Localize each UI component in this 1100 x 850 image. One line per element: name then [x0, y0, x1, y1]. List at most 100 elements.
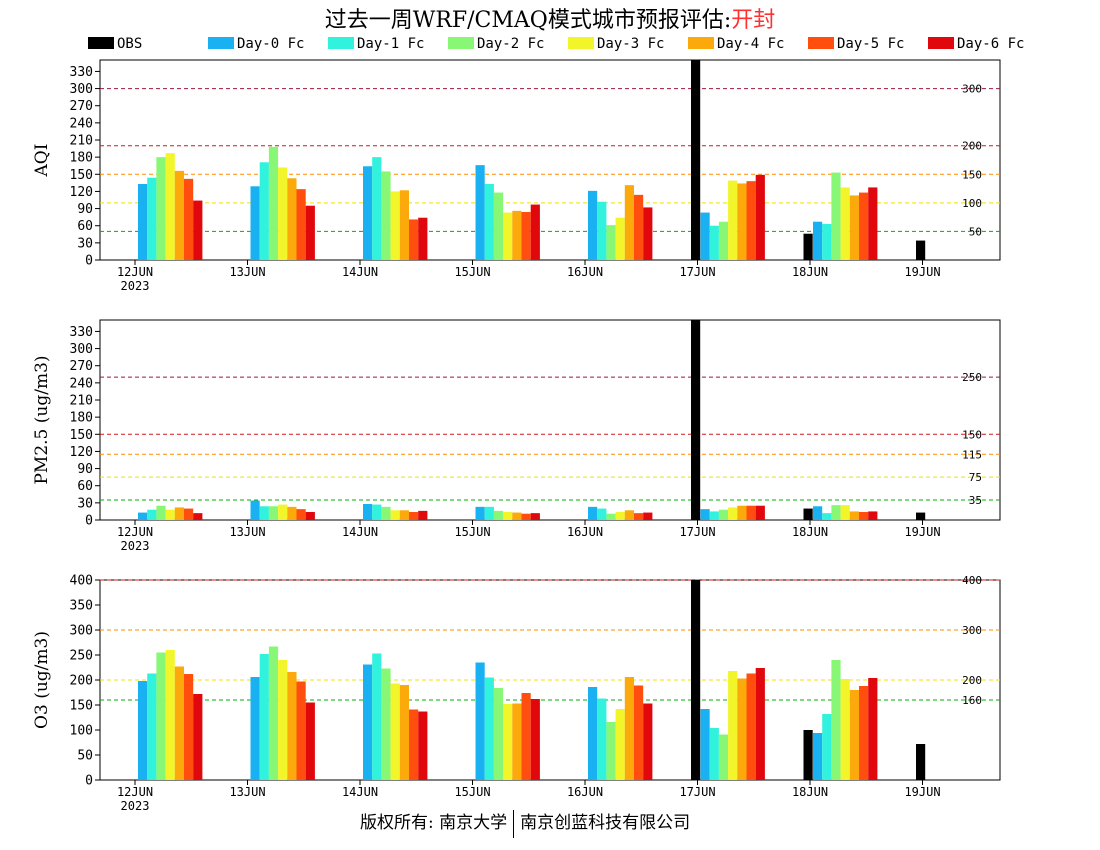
y-tick-label: 60	[77, 479, 93, 494]
forecast-bar	[493, 192, 504, 260]
reference-label: 300	[962, 624, 982, 637]
forecast-bar	[503, 512, 513, 520]
forecast-bar	[746, 673, 756, 780]
forecast-bar	[484, 506, 494, 520]
reference-label: 400	[962, 574, 982, 587]
legend-item: Day-4 Fc	[688, 35, 784, 53]
forecast-bar	[718, 734, 729, 780]
forecast-bar	[399, 190, 409, 260]
x-tick-label: 12JUN	[117, 525, 153, 539]
year-label: 2023	[121, 799, 150, 813]
x-tick-label: 18JUN	[792, 525, 828, 539]
y-tick-label: 120	[70, 185, 93, 200]
obs-bar	[691, 320, 701, 520]
forecast-bar	[849, 511, 859, 520]
y-tick-label: 270	[70, 99, 93, 114]
forecast-bar	[184, 508, 194, 520]
forecast-bar	[849, 690, 859, 780]
x-tick-label: 13JUN	[229, 525, 265, 539]
legend-label: Day-5 Fc	[837, 36, 905, 52]
legend-item: Day-3 Fc	[568, 35, 664, 53]
forecast-bar	[193, 200, 203, 260]
y-tick-label: 90	[77, 202, 93, 217]
legend-swatch	[88, 37, 114, 49]
forecast-bar	[859, 512, 869, 520]
forecast-bar	[381, 171, 391, 260]
year-label: 2023	[121, 279, 150, 293]
x-tick-label: 18JUN	[792, 785, 828, 799]
forecast-bar	[174, 170, 184, 260]
y-tick-label: 180	[70, 151, 93, 166]
forecast-bar	[372, 504, 382, 520]
forecast-bar	[372, 157, 382, 260]
reference-label: 50	[969, 225, 982, 238]
y-tick-label: 400	[70, 574, 93, 589]
forecast-bar	[615, 217, 625, 260]
forecast-bar	[390, 683, 400, 780]
forecast-bar	[530, 204, 540, 260]
forecast-bar	[737, 183, 747, 260]
y-axis-label: O3 (ug/m3)	[32, 631, 52, 729]
forecast-bar	[728, 180, 738, 260]
reference-label: 160	[962, 694, 982, 707]
forecast-bar	[868, 678, 878, 780]
legend-swatch	[448, 37, 474, 49]
forecast-bar	[643, 207, 653, 260]
forecast-bar	[363, 664, 373, 780]
x-tick-label: 12JUN	[117, 265, 153, 279]
forecast-bar	[287, 506, 297, 520]
obs-bar	[916, 240, 926, 260]
forecast-bar	[813, 221, 823, 260]
y-axis-label: AQI	[32, 144, 52, 178]
x-tick-label: 17JUN	[679, 525, 715, 539]
forecast-bar	[615, 709, 625, 780]
chart-title-main: 过去一周WRF/CMAQ模式城市预报评估:	[324, 8, 732, 33]
forecast-bar	[606, 225, 616, 260]
forecast-bar	[475, 165, 485, 260]
forecast-bar	[718, 509, 729, 520]
forecast-bar	[634, 194, 644, 260]
x-tick-label: 18JUN	[792, 265, 828, 279]
x-tick-label: 13JUN	[229, 265, 265, 279]
forecast-bar	[503, 212, 513, 260]
y-tick-label: 30	[77, 236, 93, 251]
legend-swatch	[328, 37, 354, 49]
forecast-bar	[278, 660, 288, 780]
reference-label: 150	[962, 428, 982, 441]
forecast-bar	[174, 507, 184, 520]
forecast-bar	[184, 674, 194, 780]
forecast-bar	[165, 153, 175, 260]
forecast-bar	[418, 510, 428, 520]
forecast-bar	[530, 513, 540, 520]
forecast-bar	[746, 505, 756, 520]
forecast-bar	[700, 212, 710, 260]
forecast-bar	[755, 505, 765, 520]
forecast-bar	[709, 225, 719, 260]
y-tick-label: 60	[77, 219, 93, 234]
forecast-bar	[268, 146, 279, 260]
forecast-bar	[606, 722, 616, 780]
forecast-bar	[372, 653, 382, 780]
x-tick-label: 13JUN	[229, 785, 265, 799]
legend-item: Day-2 Fc	[448, 35, 544, 53]
obs-bar	[916, 744, 926, 780]
legend-swatch	[568, 37, 594, 49]
reference-label: 200	[962, 674, 982, 687]
forecast-bar	[184, 178, 194, 260]
forecast-bar	[363, 504, 373, 520]
forecast-bar	[737, 678, 747, 780]
reference-label: 150	[962, 168, 982, 181]
forecast-bar	[418, 217, 428, 260]
company-text: 南京创蓝科技有限公司	[520, 813, 691, 833]
obs-bar	[803, 730, 813, 780]
reference-label: 75	[969, 471, 982, 484]
y-tick-label: 330	[70, 325, 93, 340]
forecast-bar	[822, 224, 832, 260]
forecast-bar	[709, 728, 719, 780]
y-tick-label: 250	[70, 649, 93, 664]
x-tick-label: 16JUN	[567, 525, 603, 539]
forecast-bar	[493, 510, 504, 520]
forecast-bar	[156, 652, 166, 780]
forecast-bar	[193, 513, 203, 520]
